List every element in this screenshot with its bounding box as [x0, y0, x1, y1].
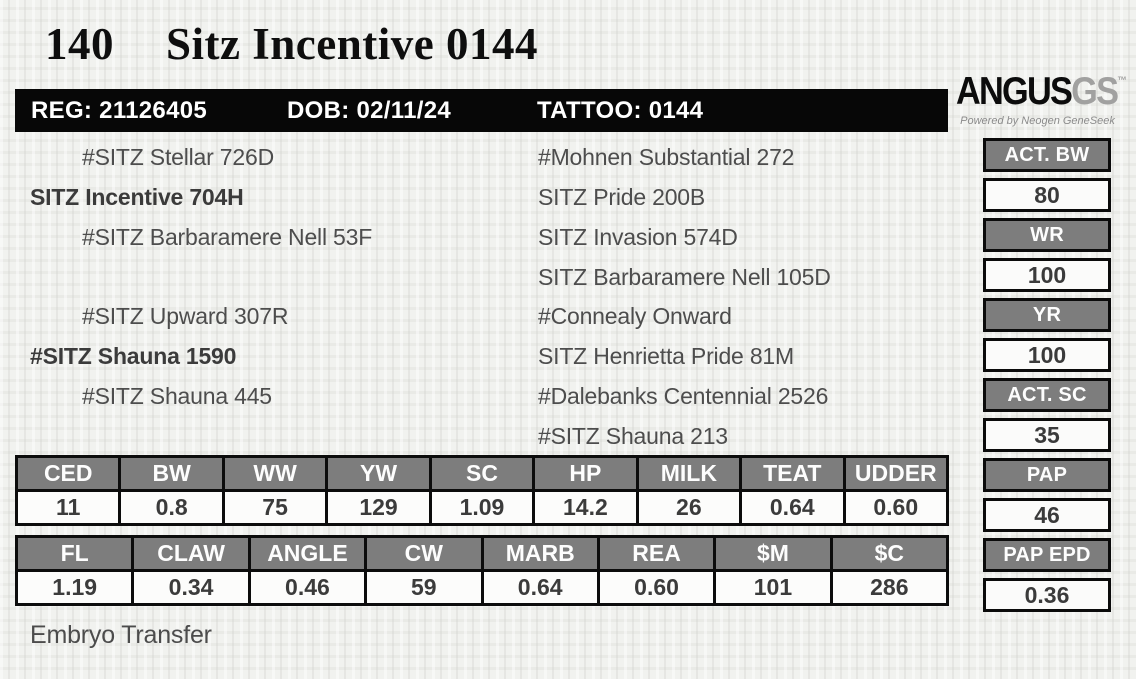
stat-label-act-bw: ACT. BW [983, 138, 1111, 172]
epd-header-cell: UDDER [842, 455, 949, 492]
lot-number: 140 [45, 19, 114, 69]
epd-header-cell: CED [14, 455, 122, 492]
pedigree-gen3-line: #Connealy Onward [538, 303, 732, 329]
epd-value-cell: 0.60 [842, 489, 949, 526]
epd-value-cell: 75 [221, 489, 329, 526]
epd-table-primary: CED BW WW YW SC HP MILK TEAT UDDER 11 0.… [14, 455, 949, 526]
stat-label-pap-epd: PAP EPD [983, 538, 1111, 572]
pedigree-gen3-line: SITZ Pride 200B [538, 184, 706, 210]
dob: DOB: 02/11/24 [287, 97, 451, 124]
epd-header-cell: SC [428, 455, 536, 492]
registration-bar: REG: 21126405 DOB: 02/11/24 TATTOO: 0144 [15, 89, 948, 132]
epd-value-cell: 0.34 [131, 569, 251, 606]
epd-header-cell: HP [532, 455, 639, 492]
logo-tagline: Powered by Neogen GeneSeek [960, 115, 1115, 127]
epd-value-cell: 0.46 [247, 569, 368, 606]
tattoo: TATTOO: 0144 [537, 97, 704, 124]
epd-header-cell: $M [713, 535, 833, 572]
epd-header-cell: ANGLE [247, 535, 368, 572]
pedigree-sire-dam: #SITZ Barbaramere Nell 53F [82, 224, 373, 250]
epd-header-cell: CW [364, 535, 484, 572]
epd-header-cell: BW [118, 455, 225, 492]
angus-gs-wordmark: ANGUSGS™ [956, 70, 1127, 113]
epd-header-cell: MARB [480, 535, 600, 572]
epd-value-cell: 101 [713, 569, 833, 606]
epd-value-cell: 0.60 [596, 569, 717, 606]
epd-value-cell: 129 [325, 489, 432, 526]
epd-header-cell: CLAW [131, 535, 251, 572]
epd-value-cell: 1.19 [14, 569, 135, 606]
epd-header-cell: TEAT [739, 455, 846, 492]
epd-value-row: 11 0.8 75 129 1.09 14.2 26 0.64 0.60 [14, 489, 949, 526]
pedigree-gen3-line: SITZ Barbaramere Nell 105D [538, 264, 831, 290]
stat-value-wr: 100 [983, 258, 1111, 292]
epd-value-cell: 0.64 [739, 489, 846, 526]
pedigree-gen3-line: #Dalebanks Centennial 2526 [538, 383, 829, 409]
epd-value-cell: 286 [829, 569, 950, 606]
pedigree-gen3-line: #SITZ Shauna 213 [538, 423, 728, 449]
logo-angus-text: ANGUS [956, 70, 1073, 113]
pedigree-gen3-line: SITZ Henrietta Pride 81M [538, 343, 794, 369]
epd-value-cell: 59 [364, 569, 484, 606]
epd-header-cell: WW [221, 455, 329, 492]
stat-value-yr: 100 [983, 338, 1111, 372]
stat-label-wr: WR [983, 218, 1111, 252]
epd-value-cell: 0.64 [480, 569, 600, 606]
pedigree-sire: SITZ Incentive 704H [30, 184, 244, 210]
pedigree-gen3-line: SITZ Invasion 574D [538, 224, 738, 250]
logo-gs-text: GS [1071, 70, 1119, 113]
embryo-transfer-note: Embryo Transfer [30, 621, 212, 649]
epd-table-secondary: FL CLAW ANGLE CW MARB REA $M $C 1.19 0.3… [14, 535, 950, 606]
stat-value-act-sc: 35 [983, 418, 1111, 452]
stat-value-pap-epd: 0.36 [983, 578, 1111, 612]
epd-header-cell: FL [14, 535, 135, 572]
page-title: 140 Sitz Incentive 0144 [45, 18, 538, 70]
animal-name: Sitz Incentive 0144 [166, 19, 538, 69]
epd-value-cell: 26 [635, 489, 743, 526]
epd-header-cell: MILK [635, 455, 743, 492]
pedigree-dam-sire: #SITZ Upward 307R [82, 303, 289, 329]
stat-label-yr: YR [983, 298, 1111, 332]
angus-gs-logo: ANGUSGS™ Powered by Neogen GeneSeek [956, 72, 1128, 127]
stats-sidebar: ACT. BW 80 WR 100 YR 100 ACT. SC 35 PAP … [983, 138, 1111, 618]
stat-value-act-bw: 80 [983, 178, 1111, 212]
epd-value-cell: 11 [14, 489, 122, 526]
pedigree-gen3-line: #Mohnen Substantial 272 [538, 144, 795, 170]
epd-value-cell: 1.09 [428, 489, 536, 526]
epd-value-cell: 0.8 [118, 489, 225, 526]
trademark-symbol: ™ [1117, 75, 1127, 87]
epd-value-row: 1.19 0.34 0.46 59 0.64 0.60 101 286 [14, 569, 950, 606]
reg-number: REG: 21126405 [31, 97, 208, 124]
epd-value-cell: 14.2 [532, 489, 639, 526]
pedigree-dam: #SITZ Shauna 1590 [30, 343, 237, 369]
epd-header-row: FL CLAW ANGLE CW MARB REA $M $C [14, 535, 950, 572]
epd-header-cell: REA [596, 535, 717, 572]
stat-label-act-sc: ACT. SC [983, 378, 1111, 412]
epd-header-cell: YW [325, 455, 432, 492]
stat-label-pap: PAP [983, 458, 1111, 492]
pedigree-sire-sire: #SITZ Stellar 726D [82, 144, 274, 170]
pedigree-dam-dam: #SITZ Shauna 445 [82, 383, 272, 409]
epd-header-cell: $C [829, 535, 950, 572]
epd-header-row: CED BW WW YW SC HP MILK TEAT UDDER [14, 455, 949, 492]
stat-value-pap: 46 [983, 498, 1111, 532]
